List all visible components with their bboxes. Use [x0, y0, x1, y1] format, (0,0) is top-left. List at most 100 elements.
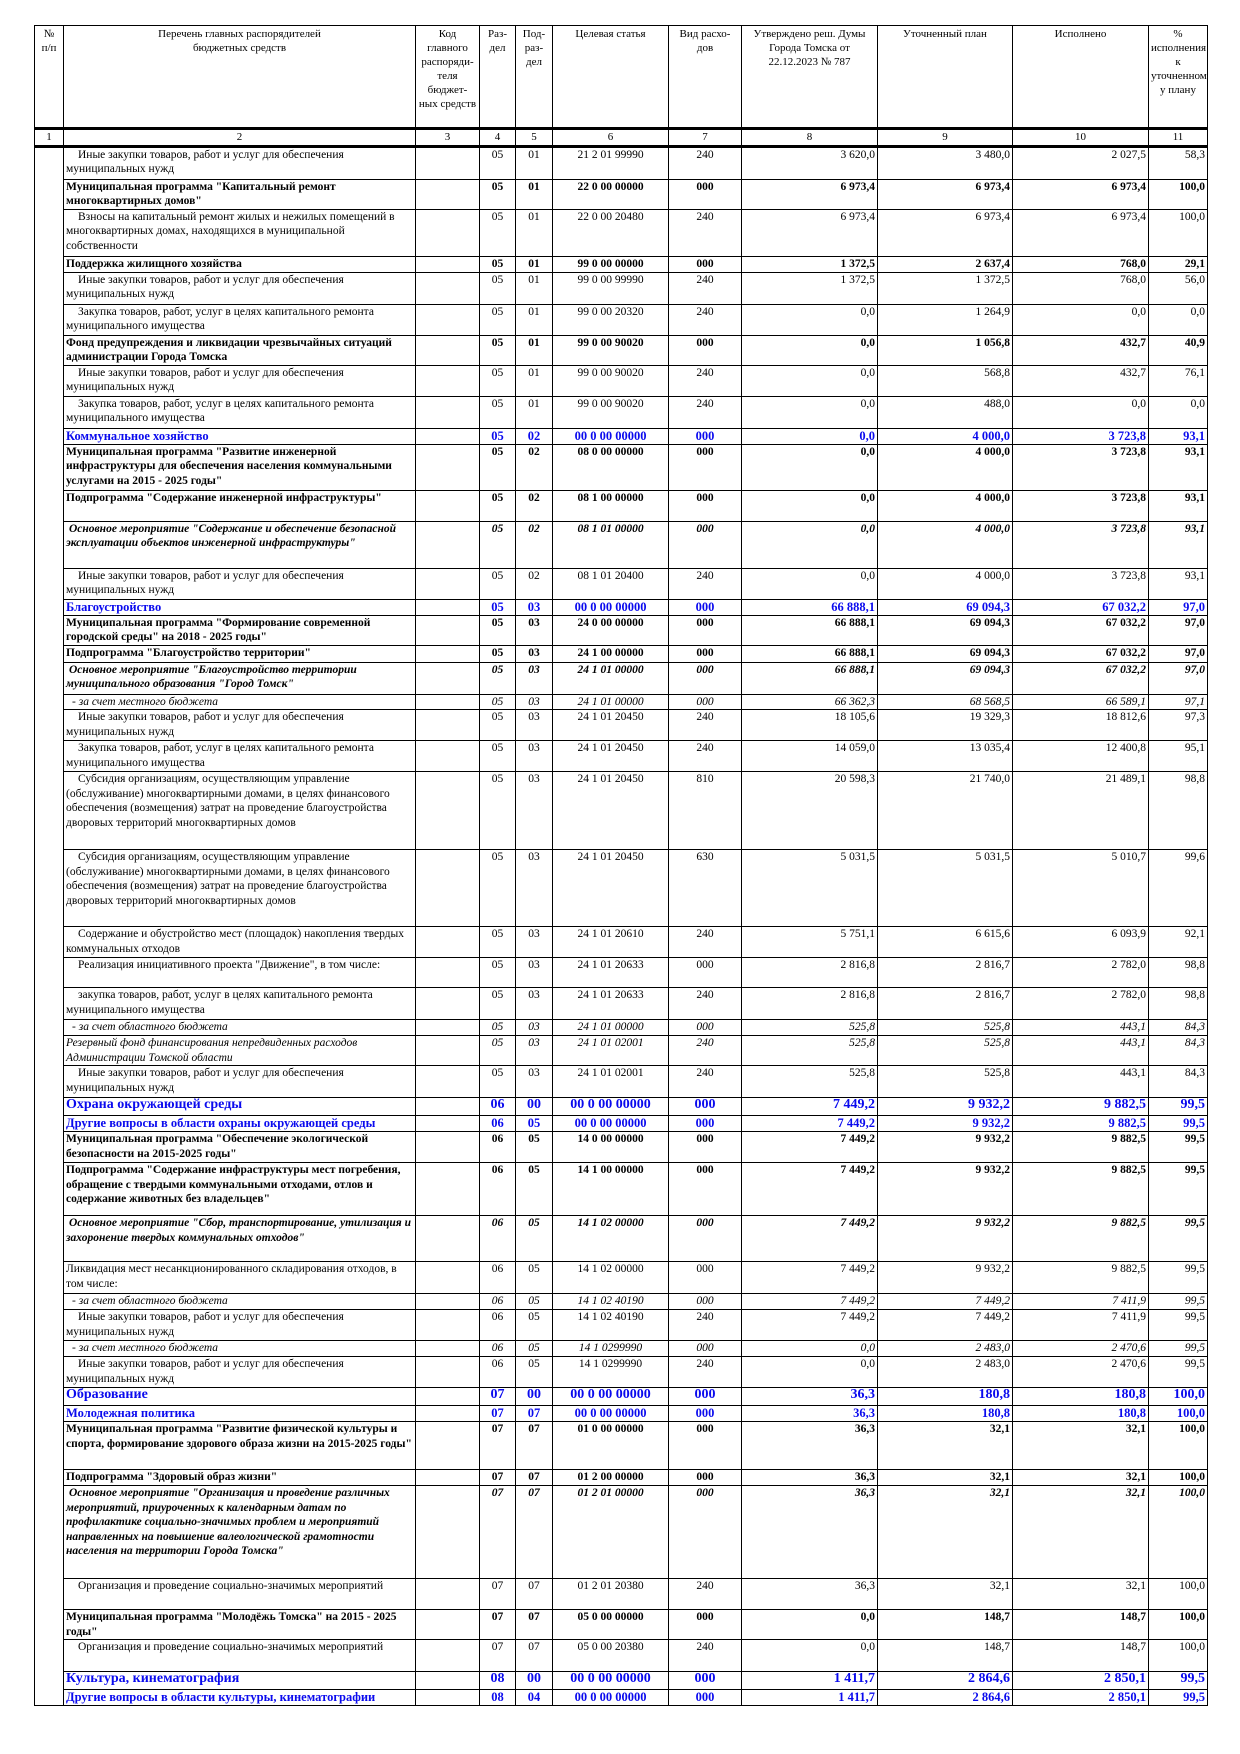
header-number: № п/п	[34, 25, 64, 129]
table-row: Поддержка жилищного хозяйства 05 01 99 0 00…	[35, 255, 1208, 273]
header-expense-type: Вид расхо- дов	[668, 25, 742, 129]
row-name: закупка товаров, работ, услуг в целях ка…	[63, 987, 416, 1020]
expense-type-code: 000	[668, 1340, 742, 1357]
table-row: Молодежная политика 07 07 00 0 00 00000 000 3…	[35, 1405, 1208, 1422]
table-row: Культура, кинематография 08 00 00 0 00 0000…	[35, 1671, 1208, 1690]
executed-amount: 148,7	[1012, 1639, 1149, 1672]
executed-amount: 768,0	[1012, 255, 1149, 273]
subsection-code: 01	[515, 145, 553, 180]
revised-plan-amount: 2 483,0	[877, 1356, 1013, 1388]
expense-type-code: 000	[668, 661, 742, 695]
row-name: Благоустройство	[63, 598, 416, 616]
table-row: Организация и проведение социально-значи…	[35, 1578, 1208, 1610]
table-row: Взносы на капитальный ремонт жилых и неж…	[35, 208, 1208, 257]
subsection-code: 02	[515, 567, 553, 600]
section-code: 05	[479, 926, 516, 958]
approved-amount: 1 372,5	[741, 255, 878, 273]
target-item-code: 24 1 01 20450	[552, 740, 669, 772]
revised-plan-amount: 488,0	[877, 395, 1013, 429]
execution-percent: 99,5	[1148, 1293, 1208, 1310]
section-code: 06	[479, 1356, 516, 1388]
table-row: Муниципальная программа "Обеспечение эко…	[35, 1131, 1208, 1163]
revised-plan-amount: 9 932,2	[877, 1097, 1013, 1116]
approved-amount: 1 372,5	[741, 271, 878, 305]
section-code: 07	[479, 1639, 516, 1672]
execution-percent: 99,5	[1148, 1309, 1208, 1341]
executed-amount: 9 882,5	[1012, 1115, 1149, 1132]
row-name: Субсидия организациям, осуществляющим уп…	[63, 771, 416, 850]
subsection-code: 00	[515, 1671, 553, 1690]
subsection-code: 03	[515, 709, 553, 741]
row-name: Иные закупки товаров, работ и услуг для …	[63, 145, 416, 180]
target-item-code: 05 0 00 20380	[552, 1639, 669, 1672]
table-row: Основное мероприятие "Благоустройство те…	[35, 661, 1208, 695]
target-item-code: 14 1 0299990	[552, 1356, 669, 1388]
executed-amount: 2 782,0	[1012, 987, 1149, 1020]
executed-amount: 9 882,5	[1012, 1131, 1149, 1163]
holder-code	[415, 443, 480, 491]
expense-type-code: 000	[668, 489, 742, 522]
execution-percent: 58,3	[1148, 145, 1208, 180]
execution-percent: 93,1	[1148, 567, 1208, 600]
section-code: 07	[479, 1387, 516, 1406]
holder-code	[415, 1293, 480, 1310]
header-subsection: Под- раз- дел	[515, 25, 553, 129]
executed-amount: 180,8	[1012, 1387, 1149, 1406]
subsection-code: 02	[515, 427, 553, 445]
row-number-cell	[34, 145, 64, 1706]
subsection-code: 05	[515, 1309, 553, 1341]
header-target-item: Целевая статья	[552, 25, 669, 129]
execution-percent: 97,0	[1148, 661, 1208, 695]
expense-type-code: 000	[668, 1097, 742, 1116]
revised-plan-amount: 148,7	[877, 1639, 1013, 1672]
holder-code	[415, 709, 480, 741]
holder-code	[415, 427, 480, 445]
row-name: Иные закупки товаров, работ и услуг для …	[63, 1065, 416, 1098]
target-item-code: 24 1 01 02001	[552, 1065, 669, 1098]
row-name: Ликвидация мест несанкционированного скл…	[63, 1261, 416, 1294]
revised-plan-amount: 32,1	[877, 1469, 1013, 1486]
target-item-code: 24 1 01 20633	[552, 987, 669, 1020]
holder-code	[415, 1405, 480, 1422]
expense-type-code: 000	[668, 1609, 742, 1640]
revised-plan-amount: 4 000,0	[877, 489, 1013, 522]
column-number: 2	[63, 127, 416, 148]
revised-plan-amount: 32,1	[877, 1485, 1013, 1579]
approved-amount: 7 449,2	[741, 1131, 878, 1163]
executed-amount: 768,0	[1012, 271, 1149, 305]
revised-plan-amount: 21 740,0	[877, 771, 1013, 850]
approved-amount: 20 598,3	[741, 771, 878, 850]
column-number: 7	[668, 127, 742, 148]
row-name: Организация и проведение социально-значи…	[63, 1639, 416, 1672]
approved-amount: 36,3	[741, 1578, 878, 1610]
section-code: 06	[479, 1131, 516, 1163]
section-code: 05	[479, 661, 516, 695]
row-name: Основное мероприятие "Благоустройство те…	[63, 661, 416, 695]
executed-amount: 32,1	[1012, 1421, 1149, 1470]
table-row: Благоустройство 05 03 00 0 00 00000 000 66 88…	[35, 598, 1208, 616]
executed-amount: 2 782,0	[1012, 957, 1149, 988]
subsection-code: 03	[515, 693, 553, 710]
target-item-code: 99 0 00 99990	[552, 271, 669, 305]
section-code: 05	[479, 849, 516, 927]
execution-percent: 97,0	[1148, 598, 1208, 616]
expense-type-code: 000	[668, 255, 742, 273]
section-code: 06	[479, 1309, 516, 1341]
subsection-code: 03	[515, 598, 553, 616]
row-name: Иные закупки товаров, работ и услуг для …	[63, 567, 416, 600]
revised-plan-amount: 9 932,2	[877, 1115, 1013, 1132]
execution-percent: 95,1	[1148, 740, 1208, 772]
approved-amount: 14 059,0	[741, 740, 878, 772]
expense-type-code: 000	[668, 178, 742, 210]
row-name: - за счет местного бюджета	[63, 693, 416, 710]
revised-plan-amount: 69 094,3	[877, 644, 1013, 663]
holder-code	[415, 1065, 480, 1098]
expense-type-code: 240	[668, 1309, 742, 1341]
target-item-code: 14 1 02 40190	[552, 1309, 669, 1341]
subsection-code: 05	[515, 1131, 553, 1163]
table-row: Охрана окружающей среды 06 00 00 0 00 00000…	[35, 1097, 1208, 1116]
approved-amount: 1 411,7	[741, 1671, 878, 1690]
revised-plan-amount: 6 615,6	[877, 926, 1013, 958]
subsection-code: 03	[515, 1019, 553, 1036]
executed-amount: 432,7	[1012, 364, 1149, 397]
